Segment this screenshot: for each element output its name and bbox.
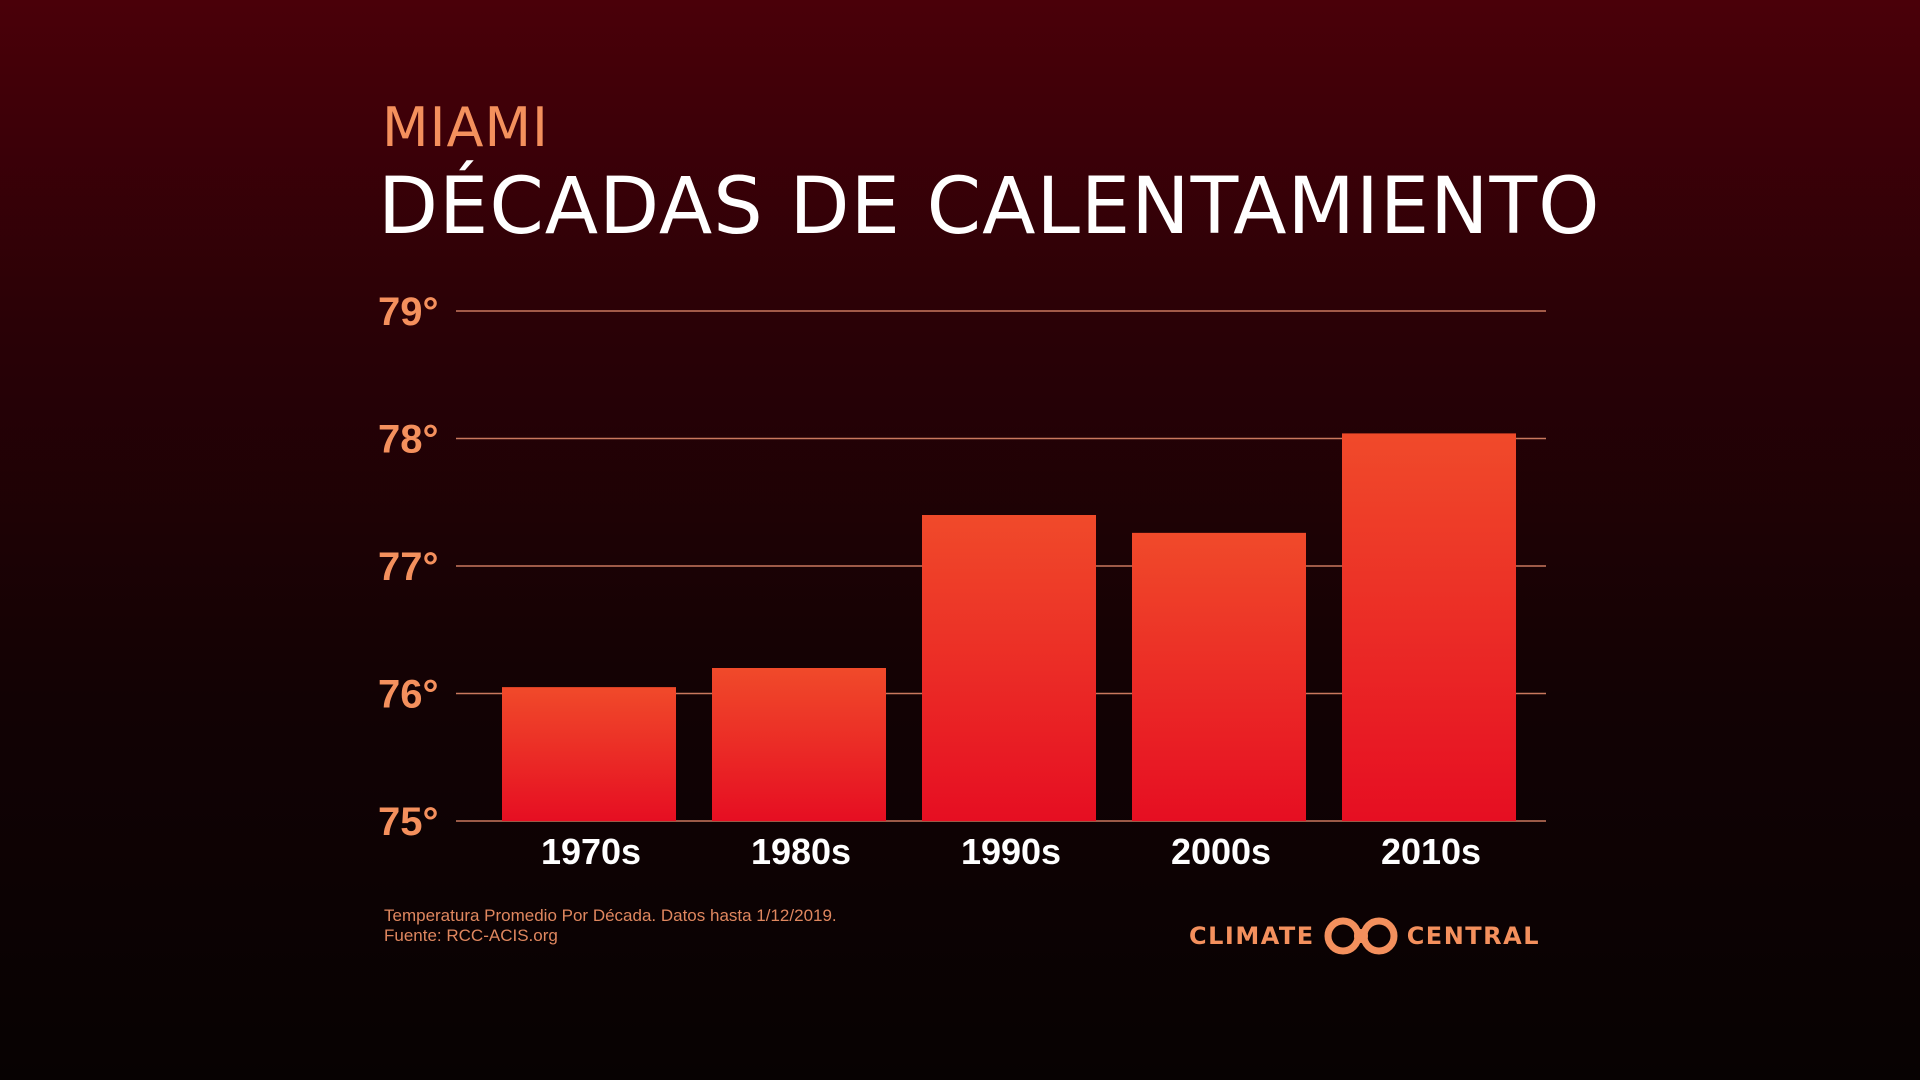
x-category-label: 1980s — [751, 831, 851, 872]
x-category-label: 1990s — [961, 831, 1061, 872]
bar-2010s — [1342, 433, 1516, 821]
logo-text-right: CENTRAL — [1406, 922, 1540, 950]
logo-text-left: CLIMATE — [1188, 922, 1315, 950]
bar-1990s — [922, 515, 1096, 821]
x-category-label: 2000s — [1171, 831, 1271, 872]
bar-1980s — [712, 668, 886, 821]
y-tick-label: 79° — [378, 290, 439, 334]
footnote-source: Fuente: RCC-ACIS.org — [384, 926, 558, 945]
bars — [502, 433, 1516, 821]
x-axis-category-labels: 1970s 1980s 1990s 2000s 2010s — [541, 831, 1481, 872]
y-axis-tick-labels: 75° 76° 77° 78° 79° — [378, 290, 439, 844]
bar-1970s — [502, 687, 676, 821]
y-tick-label: 78° — [378, 418, 439, 462]
y-tick-label: 75° — [378, 800, 439, 844]
footnote: Temperatura Promedio Por Década. Datos h… — [384, 906, 837, 946]
chart-title: DÉCADAS DE CALENTAMIENTO — [378, 162, 1601, 252]
x-category-label: 1970s — [541, 831, 641, 872]
climate-central-logo: CLIMATE CENTRAL — [1189, 916, 1540, 956]
y-tick-label: 76° — [378, 673, 439, 717]
footnote-description: Temperatura Promedio Por Década. Datos h… — [384, 906, 837, 925]
chart-subtitle: MIAMI — [382, 96, 549, 159]
x-category-label: 2010s — [1381, 831, 1481, 872]
bar-2000s — [1132, 532, 1306, 821]
y-tick-label: 77° — [378, 545, 439, 589]
climate-central-rings-icon — [1324, 917, 1398, 955]
